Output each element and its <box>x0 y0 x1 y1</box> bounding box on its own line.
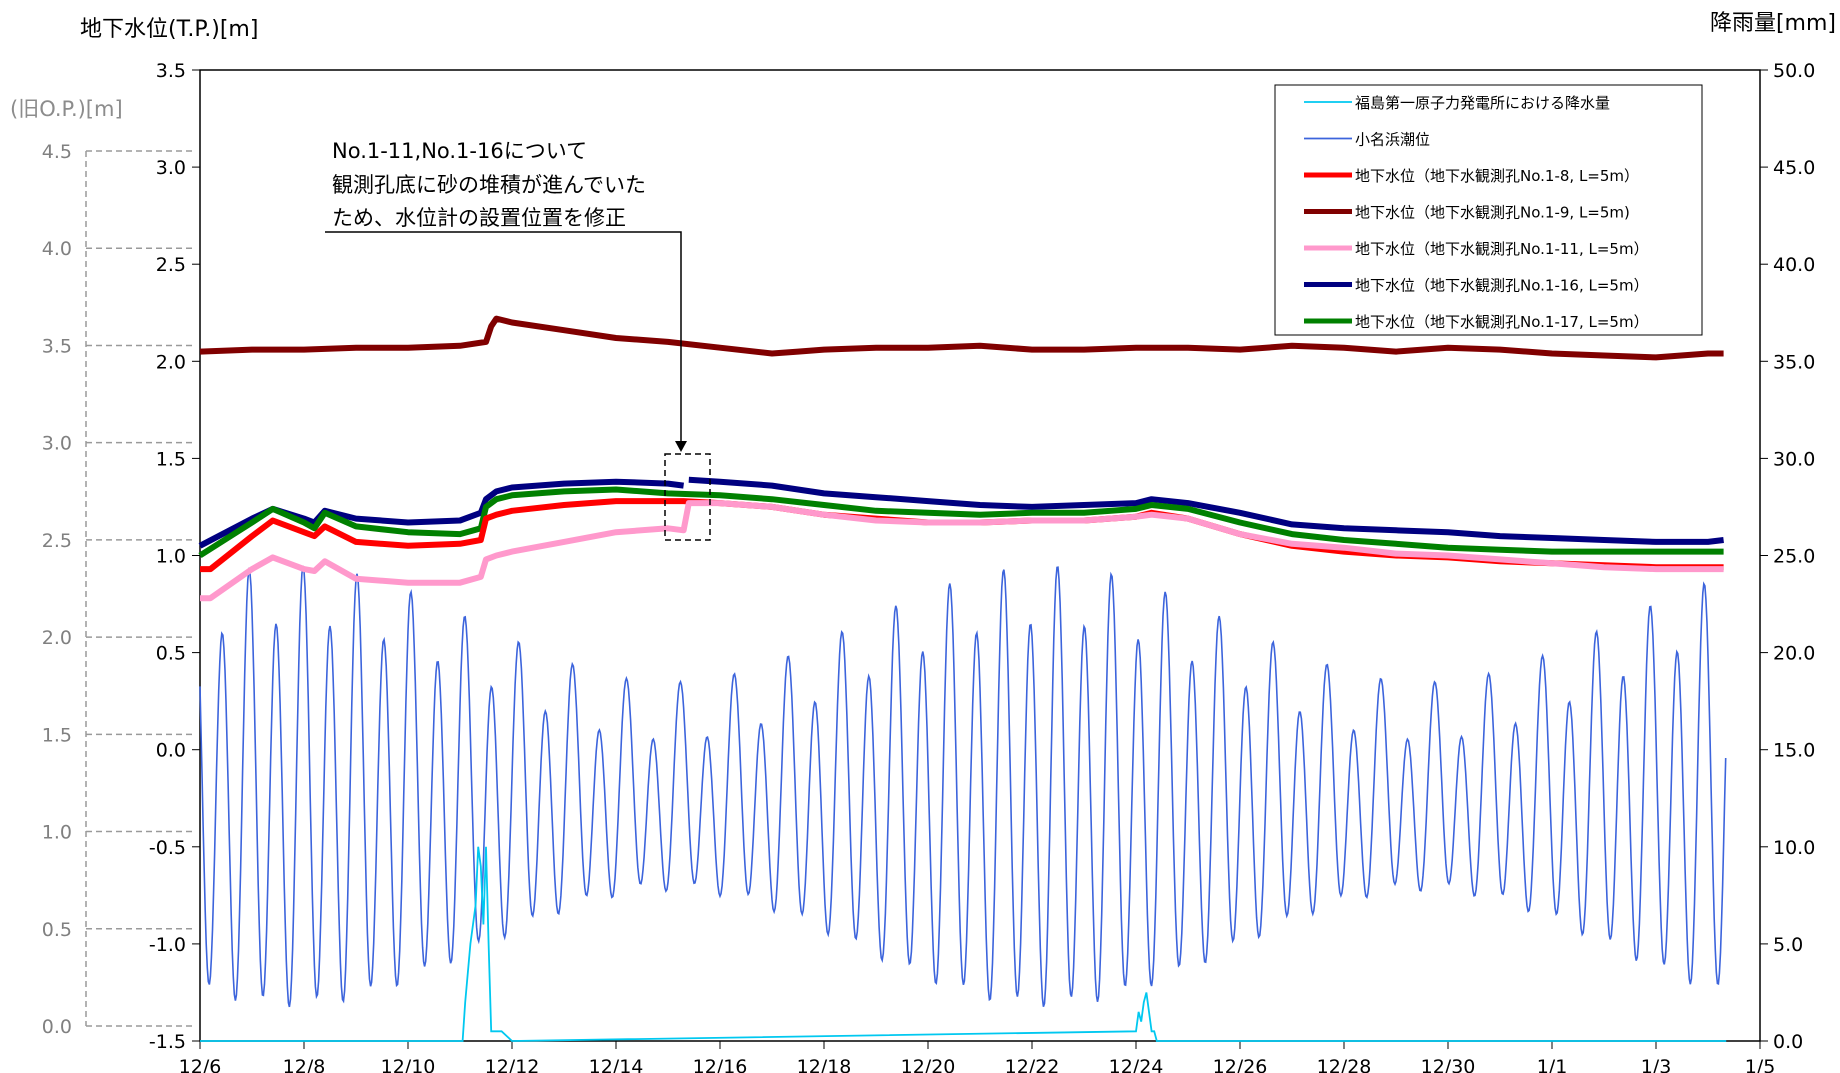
series-no1-11-line <box>200 500 1724 602</box>
legend-label: 地下水位（地下水観測孔No.1-8, L=5m） <box>1355 167 1639 185</box>
y-left-tick-label: -1.0 <box>149 934 186 956</box>
y-left-tick-label: 2.0 <box>156 351 186 373</box>
legend-label: 福島第一原子力発電所における降水量 <box>1355 94 1610 112</box>
y-left-axis-label: 地下水位(T.P.)[m] <box>80 17 258 42</box>
annotation-line-3: ため、水位計の設置位置を修正 <box>332 206 626 230</box>
annotation-leader-line <box>325 231 682 442</box>
annotation: No.1-11,No.1-16について 観測孔底に砂の堆積が進んでいた ため、水… <box>325 139 711 541</box>
legend-label: 地下水位（地下水観測孔No.1-16, L=5m） <box>1355 277 1649 295</box>
annotation-arrowhead <box>675 441 687 452</box>
x-tick-label: 1/3 <box>1641 1056 1672 1073</box>
old-axis-tick-label: 1.5 <box>42 724 72 746</box>
legend-label: 地下水位（地下水観測孔No.1-17, L=5m） <box>1355 313 1649 331</box>
legend-label: 地下水位（地下水観測孔No.1-9, L=5m) <box>1355 204 1630 222</box>
annotation-highlight-box <box>664 453 711 541</box>
y-right-axis-label: 降雨量[mm] <box>1710 11 1836 36</box>
x-tick-label: 12/28 <box>1317 1056 1372 1073</box>
annotation-line-1: No.1-11,No.1-16について <box>332 139 587 163</box>
y-left-axis: 3.5 3.0 2.5 2.0 1.5 1.0 0.5 0.0 -0.5 -1.0 -1.5 <box>149 60 200 1053</box>
y-right-tick-label: 15.0 <box>1773 740 1815 762</box>
legend: 福島第一原子力発電所における降水量小名浜潮位地下水位（地下水観測孔No.1-8,… <box>1274 84 1703 336</box>
y-left-tick-label: 1.5 <box>156 448 186 470</box>
y-left-tick-label: 3.0 <box>156 157 186 179</box>
series-no1-9-line <box>199 315 1724 361</box>
x-tick-label: 12/26 <box>1213 1056 1268 1073</box>
legend-label: 地下水位（地下水観測孔No.1-11, L=5m） <box>1355 240 1649 258</box>
y-left-tick-label: 0.0 <box>156 740 186 762</box>
series-layer <box>198 315 1727 1042</box>
x-axis: 12/6 12/8 12/10 12/12 12/14 12/16 12/18 12/20 12… <box>179 1041 1776 1073</box>
x-tick-label: 12/18 <box>797 1056 852 1073</box>
y-right-tick-label: 10.0 <box>1773 837 1815 859</box>
y-left-tick-label: 2.5 <box>156 254 186 276</box>
x-tick-label: 12/22 <box>1005 1056 1060 1073</box>
x-tick-label: 12/16 <box>693 1056 748 1073</box>
y-right-tick-label: 20.0 <box>1773 643 1815 665</box>
x-tick-label: 1/5 <box>1745 1056 1776 1073</box>
old-axis-tick-label: 4.0 <box>42 238 72 260</box>
y-left-tick-label: 1.0 <box>156 546 186 568</box>
x-tick-label: 12/14 <box>589 1056 644 1073</box>
y-left-tick-label: 0.5 <box>156 643 186 665</box>
old-axis-tick-label: 3.0 <box>42 433 72 455</box>
x-tick-label: 1/1 <box>1537 1056 1568 1073</box>
old-axis-tick-label: 3.5 <box>42 335 72 357</box>
x-tick-label: 12/12 <box>485 1056 540 1073</box>
old-axis-tick-label: 0.0 <box>42 1016 72 1038</box>
x-tick-label: 12/20 <box>901 1056 956 1073</box>
old-axis-tick-label: 2.5 <box>42 530 72 552</box>
y-right-tick-label: 0.0 <box>1773 1031 1803 1053</box>
x-tick-label: 12/10 <box>381 1056 436 1073</box>
y-right-tick-label: 45.0 <box>1773 157 1815 179</box>
old-axis-tick-label: 0.5 <box>42 919 72 941</box>
y-right-tick-label: 40.0 <box>1773 254 1815 276</box>
y-left-tick-label: 3.5 <box>156 60 186 82</box>
y-old-axis-label: (旧O.P.)[m] <box>10 97 123 121</box>
old-op-axis: 4.5 4.0 3.5 3.0 2.5 2.0 1.5 1.0 0.5 0.0 <box>42 141 196 1038</box>
x-tick-label: 12/8 <box>283 1056 326 1073</box>
x-tick-label: 12/6 <box>179 1056 222 1073</box>
y-right-tick-label: 30.0 <box>1773 448 1815 470</box>
old-axis-tick-label: 2.0 <box>42 627 72 649</box>
x-tick-label: 12/30 <box>1421 1056 1476 1073</box>
y-right-tick-label: 5.0 <box>1773 934 1803 956</box>
x-tick-label: 12/24 <box>1109 1056 1164 1073</box>
y-left-tick-label: -1.5 <box>149 1031 186 1053</box>
y-right-tick-label: 35.0 <box>1773 351 1815 373</box>
series-tide-line <box>199 565 1727 1008</box>
y-right-axis: 50.0 45.0 40.0 35.0 30.0 25.0 20.0 15.0 10.0 5.0 0… <box>1760 60 1815 1053</box>
series-no1-17-line <box>198 486 1724 559</box>
y-left-tick-label: -0.5 <box>149 837 186 859</box>
old-axis-tick-label: 4.5 <box>42 141 72 163</box>
legend-label: 小名浜潮位 <box>1355 131 1430 149</box>
y-right-tick-label: 25.0 <box>1773 546 1815 568</box>
y-right-tick-label: 50.0 <box>1773 60 1815 82</box>
old-axis-tick-label: 1.0 <box>42 822 72 844</box>
annotation-line-2: 観測孔底に砂の堆積が進んでいた <box>332 173 646 197</box>
series-rainfall-line <box>200 846 1727 1042</box>
